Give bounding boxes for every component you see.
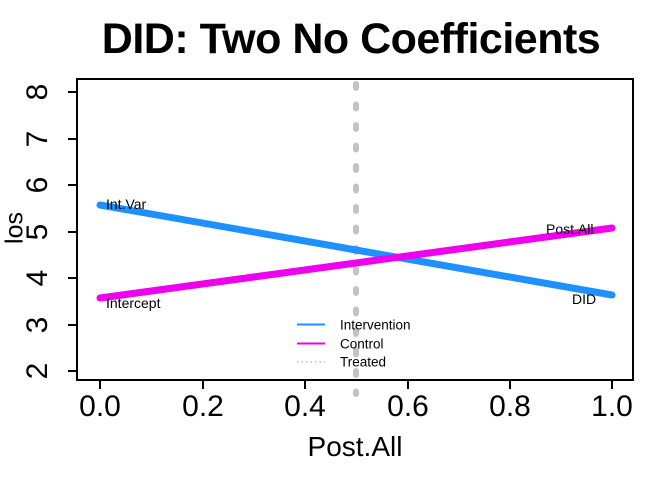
- intervention-line: [96, 201, 616, 299]
- chart-title: DID: Two No Coefficients: [101, 15, 601, 63]
- x-tick-label: 0.8: [489, 390, 531, 423]
- x-tick-label: 0.4: [284, 390, 326, 423]
- x-axis-label: Post.All: [307, 431, 403, 462]
- x-tick-label: 0.0: [79, 390, 121, 423]
- y-tick-label: 5: [21, 223, 54, 241]
- x-tick-label: 0.2: [182, 390, 224, 423]
- annotation-did: DID: [572, 291, 597, 307]
- y-axis-ticks: [68, 91, 77, 372]
- legend-label-intervention: Intervention: [340, 316, 411, 332]
- annotation-intercept: Intercept: [106, 295, 161, 311]
- annotation-post-all: Post.All: [546, 221, 594, 237]
- legend-label-treated: Treated: [340, 354, 387, 370]
- annotation-int-var: Int.Var: [106, 196, 147, 212]
- plot-border: [76, 78, 634, 381]
- x-tick-label: 1.0: [591, 390, 633, 423]
- legend-samples: [297, 323, 325, 363]
- x-axis-ticks: [99, 380, 613, 389]
- y-tick-label: 4: [21, 269, 54, 287]
- y-tick-label: 3: [21, 316, 54, 334]
- y-tick-label: 8: [21, 83, 54, 101]
- y-tick-label: 7: [21, 130, 54, 148]
- control-line: [96, 224, 616, 302]
- x-tick-label: 0.6: [387, 390, 429, 423]
- legend-label-control: Control: [340, 335, 384, 351]
- y-tick-label: 2: [21, 362, 54, 380]
- y-tick-label: 6: [21, 176, 54, 194]
